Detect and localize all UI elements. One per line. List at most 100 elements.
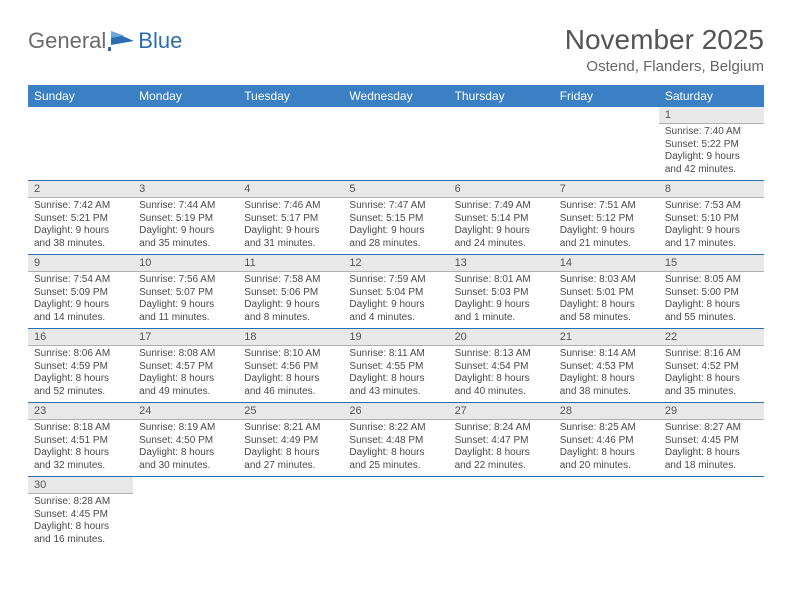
- day-detail-cell: Sunrise: 8:03 AMSunset: 5:01 PMDaylight:…: [554, 272, 659, 329]
- day-number-cell: [554, 107, 659, 124]
- day-detail-cell: [659, 494, 764, 551]
- day-detail-cell: Sunrise: 8:19 AMSunset: 4:50 PMDaylight:…: [133, 420, 238, 477]
- day-detail-cell: Sunrise: 8:21 AMSunset: 4:49 PMDaylight:…: [238, 420, 343, 477]
- day-detail-cell: Sunrise: 8:28 AMSunset: 4:45 PMDaylight:…: [28, 494, 133, 551]
- day-number-cell: [133, 107, 238, 124]
- day-detail-row: Sunrise: 7:42 AMSunset: 5:21 PMDaylight:…: [28, 198, 764, 255]
- day-name: Saturday: [659, 85, 764, 107]
- day-detail-cell: Sunrise: 7:53 AMSunset: 5:10 PMDaylight:…: [659, 198, 764, 255]
- day-number-cell: 16: [28, 329, 133, 346]
- day-detail-cell: Sunrise: 8:14 AMSunset: 4:53 PMDaylight:…: [554, 346, 659, 403]
- day-detail-cell: Sunrise: 8:01 AMSunset: 5:03 PMDaylight:…: [449, 272, 554, 329]
- day-number-cell: [343, 477, 448, 494]
- day-detail-cell: [238, 124, 343, 181]
- day-name: Thursday: [449, 85, 554, 107]
- day-number-cell: [28, 107, 133, 124]
- day-number-cell: 22: [659, 329, 764, 346]
- day-name: Wednesday: [343, 85, 448, 107]
- day-detail-cell: Sunrise: 7:59 AMSunset: 5:04 PMDaylight:…: [343, 272, 448, 329]
- day-detail-cell: Sunrise: 8:22 AMSunset: 4:48 PMDaylight:…: [343, 420, 448, 477]
- day-number-cell: 7: [554, 181, 659, 198]
- day-number-cell: 25: [238, 403, 343, 420]
- logo-text-2: Blue: [138, 28, 182, 54]
- day-number-cell: 9: [28, 255, 133, 272]
- day-detail-cell: Sunrise: 7:51 AMSunset: 5:12 PMDaylight:…: [554, 198, 659, 255]
- day-number-cell: [343, 107, 448, 124]
- day-detail-cell: [343, 494, 448, 551]
- day-detail-cell: Sunrise: 7:42 AMSunset: 5:21 PMDaylight:…: [28, 198, 133, 255]
- day-number-cell: 3: [133, 181, 238, 198]
- page-subtitle: Ostend, Flanders, Belgium: [565, 58, 764, 75]
- day-name: Tuesday: [238, 85, 343, 107]
- day-detail-row: Sunrise: 8:06 AMSunset: 4:59 PMDaylight:…: [28, 346, 764, 403]
- day-number-cell: 21: [554, 329, 659, 346]
- day-detail-cell: Sunrise: 7:44 AMSunset: 5:19 PMDaylight:…: [133, 198, 238, 255]
- day-detail-cell: Sunrise: 8:16 AMSunset: 4:52 PMDaylight:…: [659, 346, 764, 403]
- calendar-body: 1Sunrise: 7:40 AMSunset: 5:22 PMDaylight…: [28, 107, 764, 550]
- day-number-cell: [554, 477, 659, 494]
- header-row: General Blue November 2025 Ostend, Fland…: [28, 24, 764, 75]
- day-number-cell: 13: [449, 255, 554, 272]
- day-detail-cell: Sunrise: 8:10 AMSunset: 4:56 PMDaylight:…: [238, 346, 343, 403]
- day-detail-cell: Sunrise: 8:27 AMSunset: 4:45 PMDaylight:…: [659, 420, 764, 477]
- day-detail-cell: Sunrise: 8:13 AMSunset: 4:54 PMDaylight:…: [449, 346, 554, 403]
- day-name: Sunday: [28, 85, 133, 107]
- day-detail-cell: [238, 494, 343, 551]
- day-number-row: 16171819202122: [28, 329, 764, 346]
- day-detail-row: Sunrise: 7:54 AMSunset: 5:09 PMDaylight:…: [28, 272, 764, 329]
- logo: General Blue: [28, 24, 182, 54]
- day-number-cell: 12: [343, 255, 448, 272]
- day-number-cell: 6: [449, 181, 554, 198]
- day-number-cell: 5: [343, 181, 448, 198]
- day-number-cell: 8: [659, 181, 764, 198]
- day-number-cell: 27: [449, 403, 554, 420]
- day-number-cell: 10: [133, 255, 238, 272]
- day-name: Monday: [133, 85, 238, 107]
- day-detail-cell: [554, 494, 659, 551]
- logo-flag-icon: [108, 31, 136, 51]
- calendar-head: Sunday Monday Tuesday Wednesday Thursday…: [28, 85, 764, 107]
- day-detail-cell: Sunrise: 7:56 AMSunset: 5:07 PMDaylight:…: [133, 272, 238, 329]
- day-detail-cell: [133, 494, 238, 551]
- day-number-row: 30: [28, 477, 764, 494]
- day-number-row: 9101112131415: [28, 255, 764, 272]
- day-detail-cell: Sunrise: 7:49 AMSunset: 5:14 PMDaylight:…: [449, 198, 554, 255]
- day-number-cell: 19: [343, 329, 448, 346]
- day-detail-row: Sunrise: 8:28 AMSunset: 4:45 PMDaylight:…: [28, 494, 764, 551]
- day-number-cell: 4: [238, 181, 343, 198]
- day-detail-cell: [449, 494, 554, 551]
- day-detail-cell: [28, 124, 133, 181]
- day-detail-cell: Sunrise: 8:24 AMSunset: 4:47 PMDaylight:…: [449, 420, 554, 477]
- day-number-cell: 1: [659, 107, 764, 124]
- day-number-cell: 11: [238, 255, 343, 272]
- day-name-row: Sunday Monday Tuesday Wednesday Thursday…: [28, 85, 764, 107]
- day-number-cell: [659, 477, 764, 494]
- day-detail-cell: [343, 124, 448, 181]
- logo-text-1: General: [28, 28, 106, 54]
- day-number-cell: 2: [28, 181, 133, 198]
- day-detail-cell: [449, 124, 554, 181]
- day-number-cell: [449, 477, 554, 494]
- day-detail-cell: Sunrise: 7:46 AMSunset: 5:17 PMDaylight:…: [238, 198, 343, 255]
- day-number-cell: 28: [554, 403, 659, 420]
- day-detail-cell: Sunrise: 8:08 AMSunset: 4:57 PMDaylight:…: [133, 346, 238, 403]
- day-number-cell: 24: [133, 403, 238, 420]
- day-detail-row: Sunrise: 8:18 AMSunset: 4:51 PMDaylight:…: [28, 420, 764, 477]
- day-detail-cell: Sunrise: 7:54 AMSunset: 5:09 PMDaylight:…: [28, 272, 133, 329]
- day-detail-cell: Sunrise: 8:25 AMSunset: 4:46 PMDaylight:…: [554, 420, 659, 477]
- day-number-cell: 26: [343, 403, 448, 420]
- page-title: November 2025: [565, 24, 764, 56]
- day-number-row: 2345678: [28, 181, 764, 198]
- day-number-cell: [238, 107, 343, 124]
- day-detail-cell: Sunrise: 8:18 AMSunset: 4:51 PMDaylight:…: [28, 420, 133, 477]
- day-detail-cell: Sunrise: 7:40 AMSunset: 5:22 PMDaylight:…: [659, 124, 764, 181]
- day-detail-cell: [133, 124, 238, 181]
- title-block: November 2025 Ostend, Flanders, Belgium: [565, 24, 764, 75]
- day-number-cell: [238, 477, 343, 494]
- day-detail-cell: [554, 124, 659, 181]
- day-number-cell: 15: [659, 255, 764, 272]
- day-detail-cell: Sunrise: 7:58 AMSunset: 5:06 PMDaylight:…: [238, 272, 343, 329]
- day-number-cell: 14: [554, 255, 659, 272]
- calendar-table: Sunday Monday Tuesday Wednesday Thursday…: [28, 85, 764, 550]
- day-number-cell: 18: [238, 329, 343, 346]
